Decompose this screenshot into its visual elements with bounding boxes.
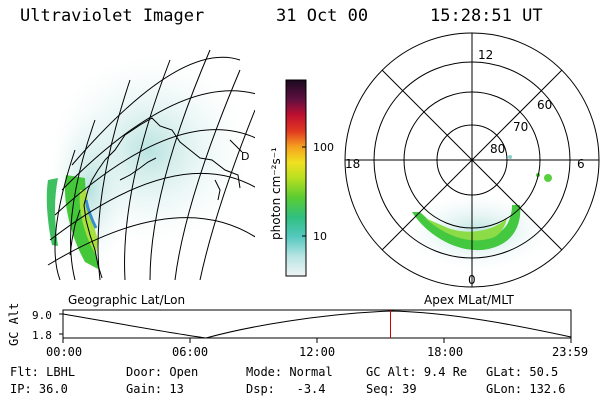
coastlines [69,117,243,279]
status-value: 36.0 [38,382,68,396]
colorbar [285,79,307,277]
status-filter: Flt: LBHL [10,365,75,379]
altitude-curve [62,310,572,339]
status-mode: Mode: Normal [246,365,333,379]
status-seq: Seq: 39 [366,382,417,396]
mlt-label-12: 12 [478,48,493,62]
time-label: 15:28:51 UT [430,6,543,26]
altitude-plot-frame [62,309,572,339]
colorbar-unit-label: photon cm⁻²s⁻¹ [269,147,283,240]
status-dsp: Dsp: -3.4 [246,382,326,396]
status-label: Door: [126,365,163,379]
x-tick-label: 23:59 [552,345,589,359]
status-label: Mode: [246,365,283,379]
aurora-oval-core [425,218,507,241]
status-label: GLon: [486,382,523,396]
map-label: D [241,150,249,163]
x-tick-label: 18:00 [427,345,464,359]
status-label: Flt: [10,365,39,379]
status-label: Gain: [126,382,163,396]
latitude-grid [47,56,255,266]
y-tick-label: 9.0 [32,309,52,322]
status-value: LBHL [46,365,76,379]
mlt-label-0: 0 [468,273,476,287]
colorbar-tick-label: 10 [313,230,327,243]
geographic-map [46,49,255,280]
mlat-label-80: 80 [490,142,505,156]
aurora-patch [544,174,552,182]
status-label: GLat: [486,365,523,379]
x-tick-label: 06:00 [172,345,209,359]
status-label: Seq: [366,382,395,396]
status-value: Open [169,365,199,379]
status-ip: IP: 36.0 [10,382,68,396]
aurora-bright-streak [84,199,98,229]
status-gc-alt: GC Alt: 9.4 Re [366,365,467,379]
status-value: 39 [402,382,417,396]
polar-plot: 12 18 6 0 60 70 80 [344,32,600,288]
status-gain: Gain: 13 [126,382,184,396]
mlt-label-6: 6 [577,157,585,171]
date-label: 31 Oct 00 [276,6,369,26]
altitude-plot [59,309,572,343]
status-value: Normal [289,365,333,379]
colorbar-tick-label: 100 [313,141,334,154]
status-glat: GLat: 50.5 [486,365,558,379]
altitude-y-label: GC Alt [7,303,21,346]
status-value: 13 [169,382,184,396]
x-tick-label: 12:00 [299,345,336,359]
y-tick-label: 1.8 [32,329,52,342]
status-label: IP: [10,382,32,396]
aurora-oval [412,205,521,251]
aurora-patch [508,155,512,159]
status-value: 50.5 [529,365,559,379]
x-tick-label: 00:00 [46,345,83,359]
status-value: 9.4 Re [423,365,468,379]
instrument-title: Ultraviolet Imager [20,6,205,26]
status-label: Dsp: [246,382,275,396]
mlat-label-70: 70 [513,120,528,134]
status-door: Door: Open [126,365,198,379]
mlat-label-60: 60 [537,98,552,112]
left-panel-title: Geographic Lat/Lon [68,293,186,307]
longitude-grid [54,49,255,280]
status-label: GC Alt: [366,365,417,379]
mlt-label-18: 18 [345,157,360,171]
status-glon: GLon: 132.6 [486,382,565,396]
aurora-arc-west [46,178,58,246]
status-value: 132.6 [529,382,566,396]
status-value: -3.4 [296,382,326,396]
right-panel-title: Apex MLat/MLT [424,293,514,307]
polar-axis-diagonal [381,69,563,251]
